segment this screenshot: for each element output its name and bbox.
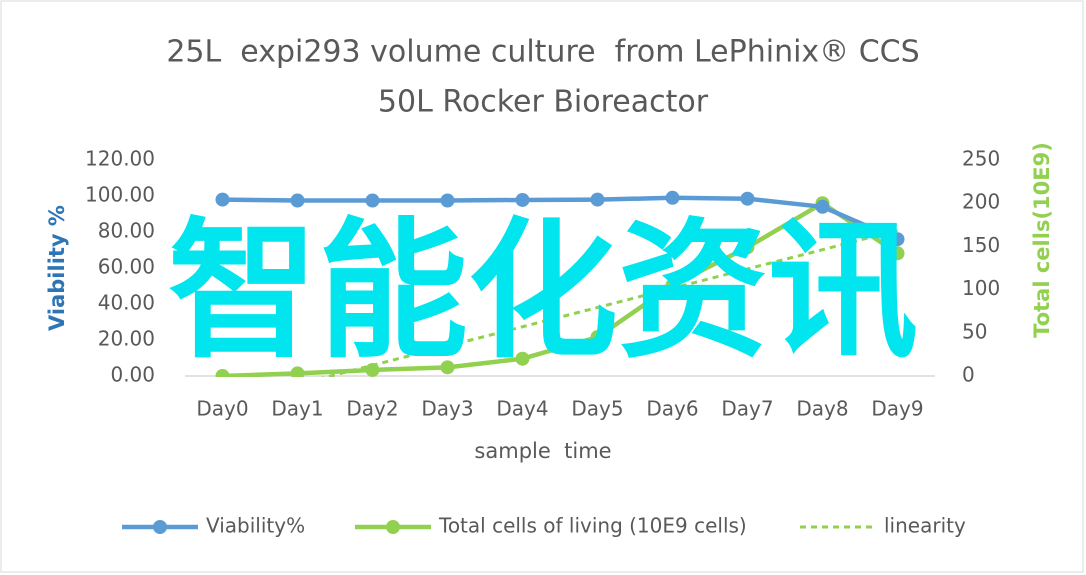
y-tick-label: 40.00 <box>98 291 155 315</box>
y2-tick-label: 200 <box>962 190 1000 214</box>
y2-tick-label: 50 <box>962 319 987 343</box>
x-tick-label: Day9 <box>871 397 923 421</box>
data-point <box>440 193 455 208</box>
x-tick-label: Day3 <box>421 397 473 421</box>
data-point <box>515 192 530 207</box>
data-point <box>590 192 605 207</box>
chart-title: 50L Rocker Bioreactor <box>378 85 709 120</box>
data-point <box>890 246 905 261</box>
x-tick-label: Day1 <box>271 397 323 421</box>
legend-marker <box>153 520 167 534</box>
data-point <box>290 366 305 377</box>
data-point <box>815 199 830 214</box>
x-tick-label: Day0 <box>196 397 248 421</box>
data-point <box>665 190 680 205</box>
y2-tick-label: 0 <box>962 363 975 387</box>
series-line <box>222 195 899 242</box>
y2-tick-label: 100 <box>962 276 1000 300</box>
y-tick-label: 20.00 <box>98 327 155 351</box>
y-tick-label: 0.00 <box>110 363 155 387</box>
x-tick-label: Day5 <box>571 397 623 421</box>
y2-axis-title: Total cells(10E9) <box>1030 142 1054 338</box>
data-point <box>665 278 680 293</box>
legend-marker <box>386 520 400 534</box>
watermark: 智能化资讯 <box>168 205 918 379</box>
y-tick-label: 60.00 <box>98 255 155 279</box>
data-point <box>740 240 755 255</box>
data-point <box>740 191 755 206</box>
x-tick-label: Day6 <box>646 397 698 421</box>
y-tick-label: 100.00 <box>85 183 155 207</box>
plot-area <box>215 190 905 377</box>
legend-label: linearity <box>884 514 966 538</box>
legend-label: Total cells of living (10E9 cells) <box>438 514 747 538</box>
data-point <box>515 351 530 366</box>
series-line <box>222 200 899 377</box>
data-point <box>365 193 380 208</box>
y-tick-label: 120.00 <box>85 147 155 171</box>
x-tick-label: Day8 <box>796 397 848 421</box>
x-tick-label: Day2 <box>346 397 398 421</box>
data-point <box>590 330 605 345</box>
data-point <box>890 232 905 247</box>
y-axis-title: Viability % <box>45 205 69 331</box>
x-axis-title: sample time <box>474 439 611 463</box>
y2-tick-label: 150 <box>962 233 1000 257</box>
data-point <box>440 360 455 375</box>
x-tick-label: Day7 <box>721 397 773 421</box>
y2-tick-label: 250 <box>962 147 1000 171</box>
data-point <box>215 369 230 377</box>
data-point <box>215 192 230 207</box>
chart-title: 25L expi293 volume culture from LePhinix… <box>166 35 919 70</box>
data-point <box>365 362 380 377</box>
data-point <box>290 193 305 208</box>
legend-label: Viability% <box>206 514 305 538</box>
x-tick-label: Day4 <box>496 397 548 421</box>
y-tick-label: 80.00 <box>98 219 155 243</box>
